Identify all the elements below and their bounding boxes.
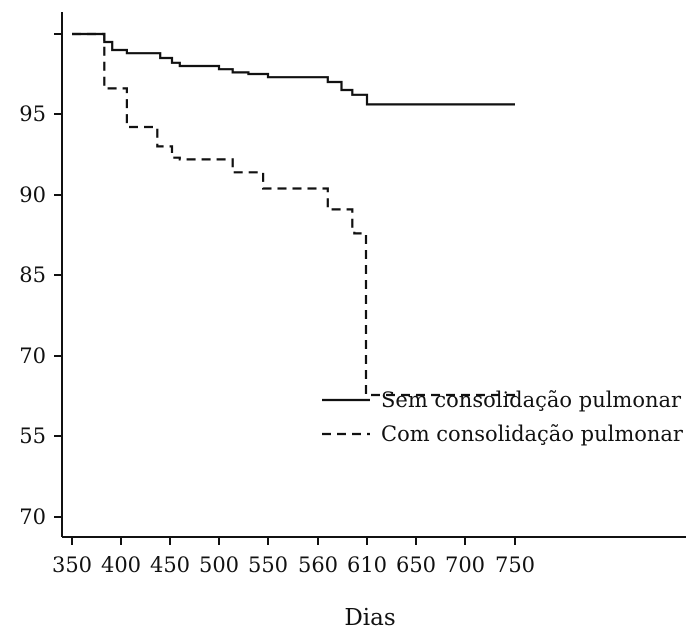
x-tick-label: 560: [298, 553, 338, 577]
y-tick-label: 85: [19, 263, 46, 287]
x-tick-label: 400: [101, 553, 141, 577]
y-tick-label: 70: [19, 505, 46, 529]
series-line-com-consolidacao: [72, 32, 515, 397]
x-axis-title: Dias: [344, 605, 395, 631]
x-tick-label: 550: [248, 553, 288, 577]
legend-label-sem: Sem consolidação pulmonar: [381, 388, 682, 412]
x-tick-label: 650: [396, 553, 436, 577]
x-tick-label: 610: [347, 553, 387, 577]
y-axis-ticks: 70 55 70 85 90 95: [19, 33, 62, 529]
x-tick-label: 350: [52, 553, 92, 577]
legend-label-com: Com consolidação pulmonar: [381, 422, 684, 446]
plot-area: 70 55 70 85 90 95 350 400 450 500 550 560 610 650 700…: [19, 12, 686, 577]
x-axis-ticks: 350 400 450 500 550 560 610 650 700 750: [52, 537, 535, 577]
y-tick-label: 90: [19, 183, 46, 207]
x-tick-label: 700: [445, 553, 485, 577]
x-tick-label: 500: [199, 553, 239, 577]
y-tick-label: 55: [19, 424, 46, 448]
series-line-sem-consolidacao: [72, 32, 515, 106]
legend-item-com: Com consolidação pulmonar: [322, 422, 684, 446]
y-tick-label: 95: [19, 102, 46, 126]
legend-item-sem: Sem consolidação pulmonar: [322, 388, 682, 412]
legend: Sem consolidação pulmonar Com consolidaç…: [322, 388, 684, 446]
y-tick-label: 70: [19, 344, 46, 368]
x-tick-label: 750: [495, 553, 535, 577]
x-tick-label: 450: [150, 553, 190, 577]
series-layer: [72, 32, 515, 397]
